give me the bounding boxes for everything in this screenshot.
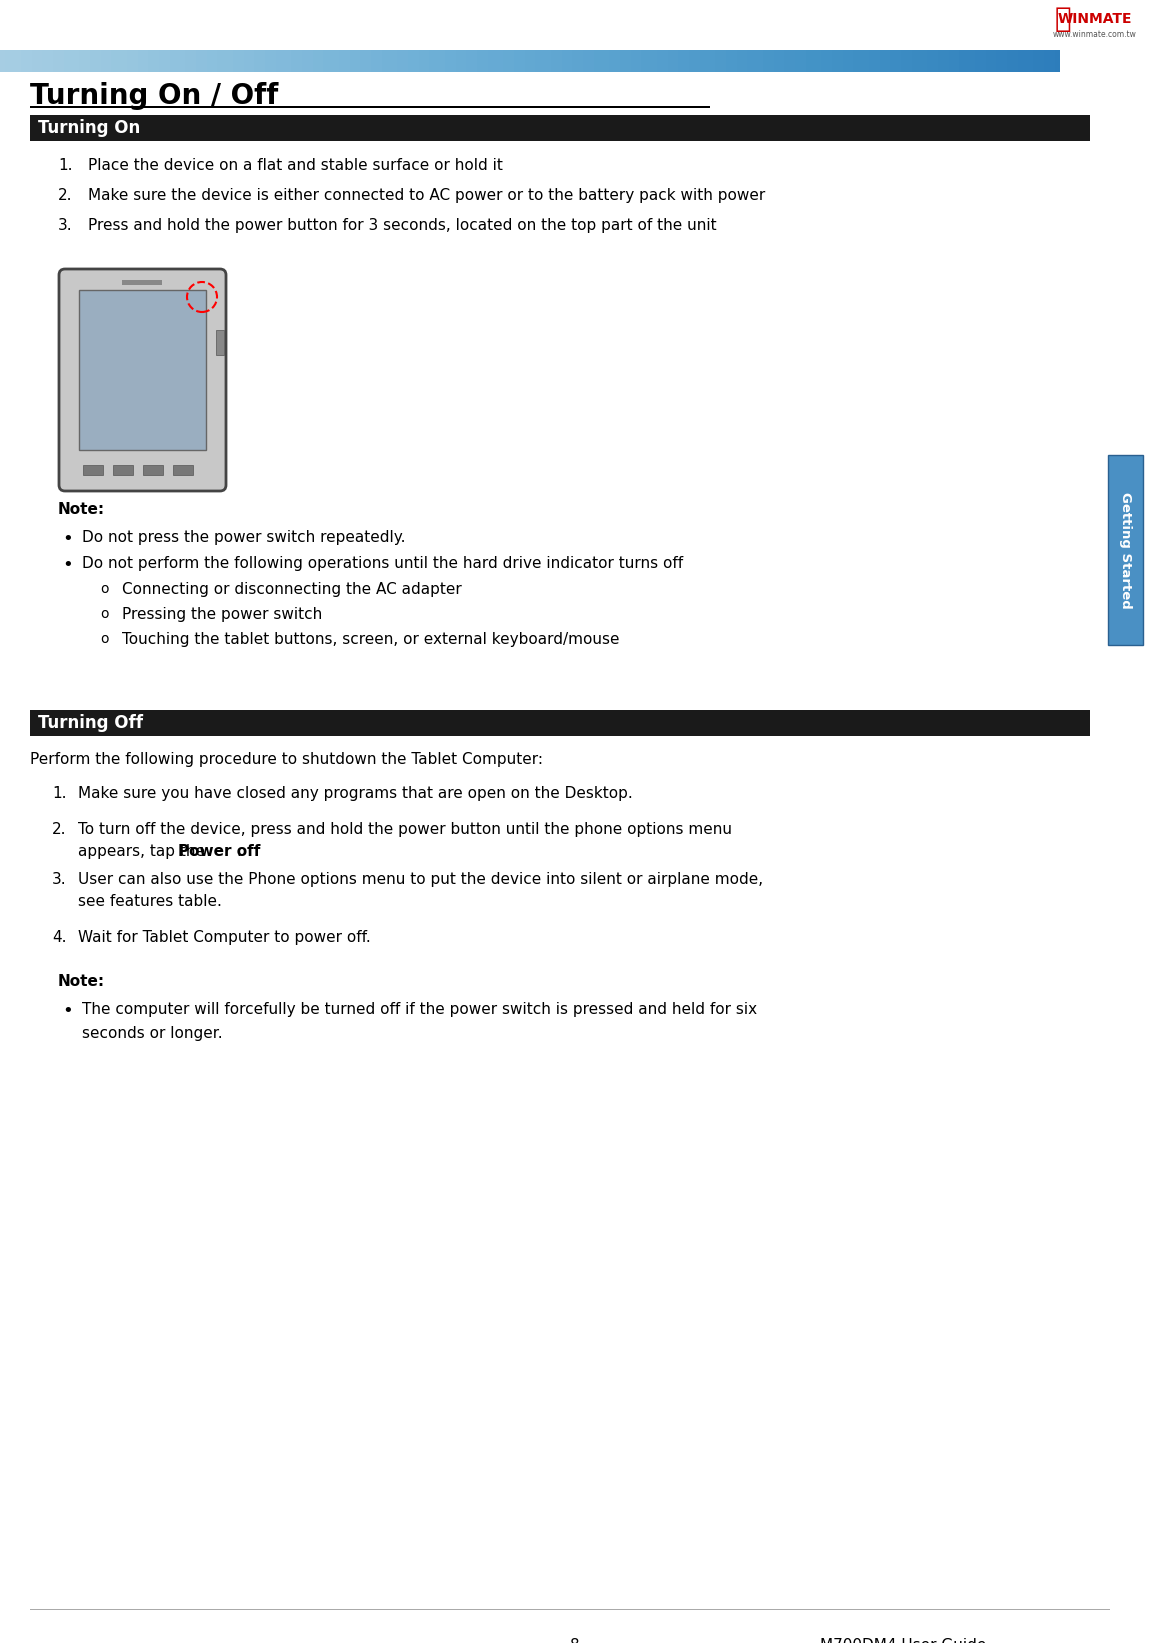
Text: 3.: 3.	[52, 872, 67, 887]
Text: 1.: 1.	[58, 158, 72, 173]
Text: Touching the tablet buttons, screen, or external keyboard/mouse: Touching the tablet buttons, screen, or …	[122, 633, 620, 647]
Text: Do not press the power switch repeatedly.: Do not press the power switch repeatedly…	[82, 531, 406, 545]
Bar	[1107, 455, 1143, 646]
Text: Press and hold the power button for 3 seconds, located on the top part of the un: Press and hold the power button for 3 se…	[89, 219, 716, 233]
Text: 4.: 4.	[52, 930, 67, 945]
Text: 3.: 3.	[58, 219, 72, 233]
Text: 2.: 2.	[58, 187, 72, 204]
Text: Make sure you have closed any programs that are open on the Desktop.: Make sure you have closed any programs t…	[78, 785, 633, 802]
Text: 8: 8	[570, 1638, 580, 1643]
Text: WINMATE: WINMATE	[1058, 12, 1133, 26]
Text: Turning On / Off: Turning On / Off	[30, 82, 278, 110]
Bar	[30, 115, 1090, 141]
Text: appears, tap the: appears, tap the	[78, 845, 209, 859]
Bar	[113, 465, 133, 475]
Text: To turn off the device, press and hold the power button until the phone options : To turn off the device, press and hold t…	[78, 822, 733, 836]
Text: Connecting or disconnecting the AC adapter: Connecting or disconnecting the AC adapt…	[122, 582, 462, 596]
Text: User can also use the Phone options menu to put the device into silent or airpla: User can also use the Phone options menu…	[78, 872, 764, 887]
Text: M700DM4 User Guide: M700DM4 User Guide	[820, 1638, 987, 1643]
Text: 2.: 2.	[52, 822, 67, 836]
Text: o: o	[100, 606, 108, 621]
Text: Turning On: Turning On	[38, 118, 140, 136]
Text: Ⓦ: Ⓦ	[1055, 5, 1072, 33]
Bar	[172, 465, 193, 475]
Text: The computer will forcefully be turned off if the power switch is pressed and he: The computer will forcefully be turned o…	[82, 1002, 757, 1017]
Text: Pressing the power switch: Pressing the power switch	[122, 606, 322, 623]
Text: .: .	[237, 845, 241, 859]
Bar	[30, 710, 1090, 736]
Text: Do not perform the following operations until the hard drive indicator turns off: Do not perform the following operations …	[82, 555, 683, 572]
Text: Getting Started: Getting Started	[1119, 491, 1132, 608]
Text: see features table.: see features table.	[78, 894, 222, 909]
Bar	[30, 107, 710, 108]
Text: www.winmate.com.tw: www.winmate.com.tw	[1053, 30, 1137, 39]
Bar	[122, 279, 162, 284]
Text: Wait for Tablet Computer to power off.: Wait for Tablet Computer to power off.	[78, 930, 370, 945]
Text: o: o	[100, 633, 108, 646]
Text: o: o	[100, 582, 108, 596]
Bar	[216, 330, 224, 355]
Text: •: •	[62, 555, 72, 573]
Text: Note:: Note:	[58, 503, 105, 518]
Text: Turning Off: Turning Off	[38, 715, 143, 733]
Text: •: •	[62, 531, 72, 549]
Text: seconds or longer.: seconds or longer.	[82, 1025, 223, 1042]
Bar	[83, 465, 104, 475]
Text: Perform the following procedure to shutdown the Tablet Computer:: Perform the following procedure to shutd…	[30, 752, 543, 767]
Text: Place the device on a flat and stable surface or hold it: Place the device on a flat and stable su…	[89, 158, 503, 173]
Bar	[79, 291, 206, 450]
Bar	[143, 465, 163, 475]
Text: •: •	[62, 1002, 72, 1020]
Text: Power off: Power off	[178, 845, 261, 859]
FancyBboxPatch shape	[59, 269, 227, 491]
Text: Note:: Note:	[58, 974, 105, 989]
Text: 1.: 1.	[52, 785, 67, 802]
Text: Make sure the device is either connected to AC power or to the battery pack with: Make sure the device is either connected…	[89, 187, 765, 204]
